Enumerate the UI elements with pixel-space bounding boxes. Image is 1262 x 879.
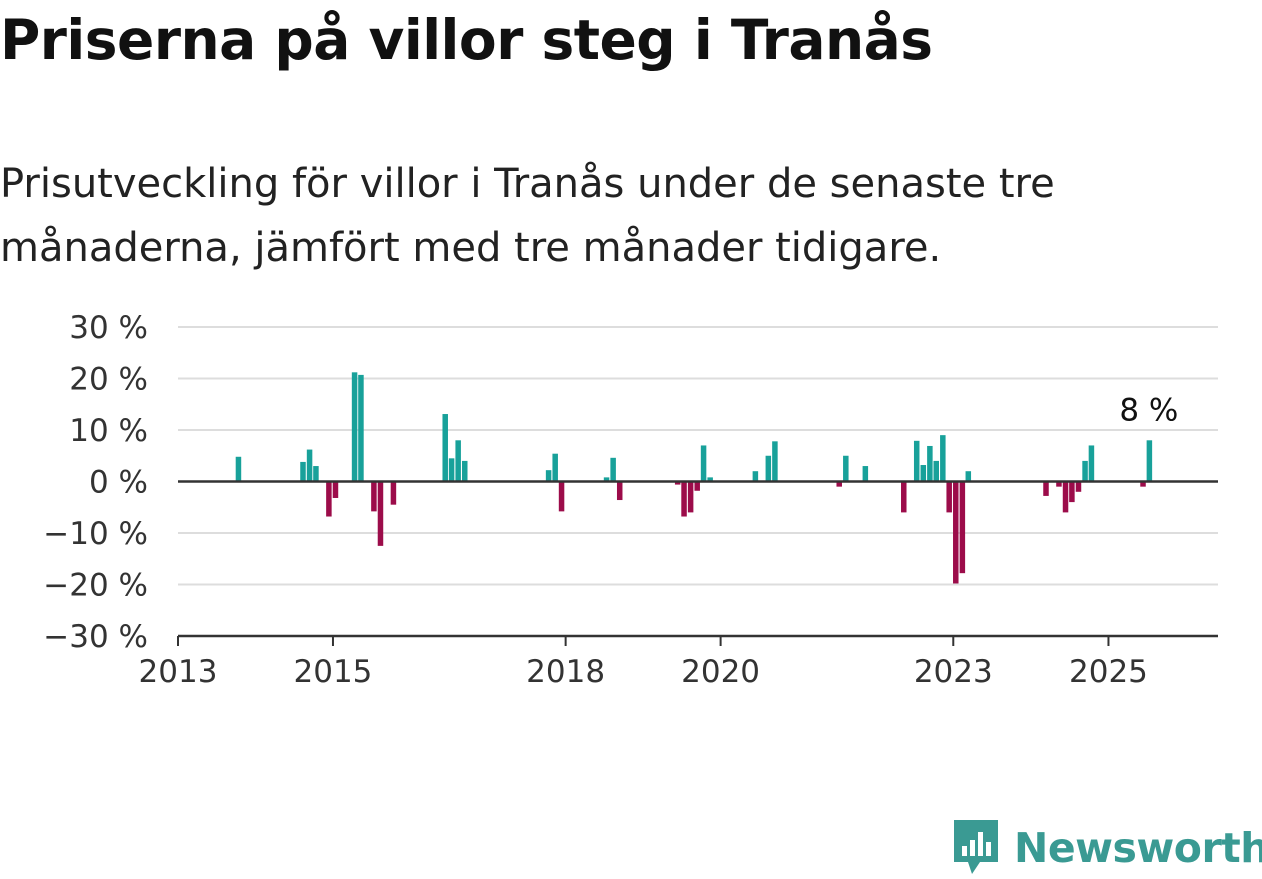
bar (946, 481, 952, 513)
bar (390, 481, 397, 505)
bar (332, 481, 339, 498)
bar (843, 455, 849, 482)
bar (235, 456, 242, 482)
bar (1069, 481, 1075, 503)
bar (371, 481, 377, 512)
bar (545, 470, 552, 482)
bar (313, 466, 319, 482)
bar (920, 465, 927, 482)
brand-name: Newsworthy (1014, 824, 1262, 872)
bar (300, 461, 306, 482)
y-tick-label: −10 % (43, 516, 148, 552)
x-axis-ticks: 2013 2015 2018 2020 2023 2025 (139, 636, 1148, 690)
bar (681, 481, 687, 517)
y-tick-label: 20 % (69, 362, 148, 398)
bar (603, 477, 610, 482)
bar (1043, 481, 1049, 496)
x-tick-label: 2023 (914, 654, 993, 690)
bar (351, 372, 358, 482)
bar (933, 460, 939, 482)
chart-title: Priserna på villor steg i Tranås (0, 8, 933, 72)
bar (913, 440, 920, 482)
y-tick-label: −20 % (43, 568, 148, 604)
bar (674, 481, 681, 485)
bar (687, 481, 694, 513)
bar (1140, 481, 1146, 487)
x-tick-label: 2020 (681, 654, 760, 690)
bar-chart: 30 %20 %10 %0 %−10 %−20 %−30 % 2013 2015 2… (43, 310, 1218, 690)
y-tick-label: 30 % (69, 310, 148, 346)
x-tick-label: 2015 (294, 654, 373, 690)
bar (1088, 445, 1095, 482)
gridlines (178, 326, 1218, 586)
x-tick-label: 2025 (1069, 654, 1148, 690)
bar (965, 471, 972, 482)
x-tick-label: 2013 (139, 654, 218, 690)
y-tick-label: 0 % (89, 465, 148, 501)
brand-logo: Newsworthy (950, 818, 1262, 878)
bar (1056, 481, 1062, 487)
bar (377, 481, 384, 546)
last-value-label: 8 % (1119, 392, 1178, 428)
bar (765, 455, 772, 482)
bar (1075, 481, 1082, 492)
chart-subtitle: Prisutveckling för villor i Tranås under… (0, 161, 1055, 271)
bar (462, 460, 468, 482)
bar (1082, 460, 1088, 482)
bar (455, 440, 461, 482)
bar (953, 481, 959, 584)
bar (940, 435, 946, 482)
bar (927, 445, 933, 482)
bar (306, 449, 313, 482)
bar (610, 457, 616, 482)
y-tick-label: −30 % (43, 619, 148, 655)
bar (558, 481, 565, 512)
bar (707, 477, 713, 482)
bar (552, 453, 558, 482)
x-axis (178, 480, 1218, 638)
bar (616, 481, 623, 501)
bar (700, 445, 707, 482)
bar (694, 481, 700, 491)
bar (901, 481, 907, 513)
bar (442, 414, 448, 482)
x-tick-label: 2018 (526, 654, 605, 690)
bars (235, 372, 1153, 584)
y-tick-label: 10 % (69, 413, 148, 449)
bar (326, 481, 332, 517)
newsworthy-logo-icon (954, 820, 998, 874)
y-axis-ticks: 30 % 20 % 10 % 0 % −10 % −20 % −30 % (43, 310, 148, 655)
bar (772, 441, 778, 482)
bar (752, 471, 759, 482)
annotations: 8 % (1119, 392, 1178, 428)
bar (836, 481, 842, 487)
bar (862, 466, 869, 482)
bar (358, 374, 364, 482)
bar (448, 458, 455, 482)
bar (1146, 440, 1153, 482)
bar (959, 481, 966, 574)
bar (1062, 481, 1069, 513)
